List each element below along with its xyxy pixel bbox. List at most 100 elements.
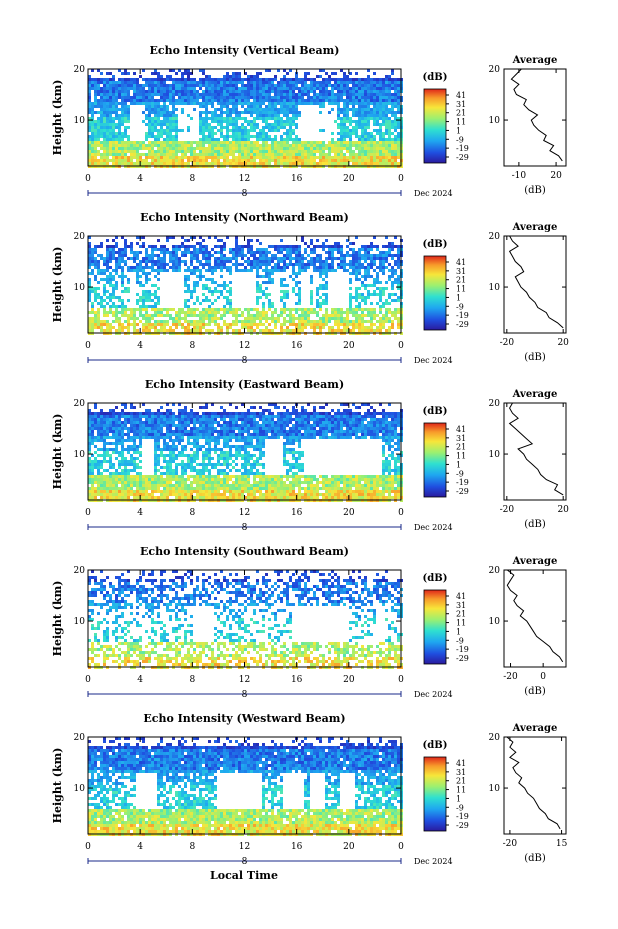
- day-label: 8: [242, 523, 248, 533]
- x-tick-label: 12: [239, 341, 250, 351]
- colorbar-tick-label: 31: [456, 267, 466, 276]
- y-tick-label: 10: [74, 283, 86, 293]
- profile-x-tick-label: -10: [512, 171, 527, 181]
- heatmap: [88, 236, 403, 335]
- date-label: Dec 2024: [414, 356, 453, 365]
- colorbar-tick-label: -19: [456, 144, 469, 153]
- date-label: Dec 2024: [414, 690, 453, 699]
- x-axis-label: Local Time: [210, 869, 278, 882]
- colorbar: [423, 88, 447, 164]
- colorbar-tick-label: 41: [456, 258, 466, 267]
- colorbar-tick-label: -19: [456, 812, 469, 821]
- colorbar-title: (dB): [423, 406, 448, 417]
- profile-frame: [503, 402, 567, 501]
- panel-title: Echo Intensity (Southward Beam): [140, 545, 349, 558]
- colorbar-tick-label: 1: [456, 460, 461, 469]
- colorbar-tick-label: 41: [456, 425, 466, 434]
- colorbar-tick-label: 31: [456, 434, 466, 443]
- x-tick-label: 8: [189, 508, 195, 518]
- colorbar-tick-label: 21: [456, 610, 466, 619]
- panel-5: Echo Intensity (Westward Beam)1020Height…: [51, 712, 568, 867]
- colorbar-tick-label: 11: [456, 452, 466, 461]
- x-tick-label: 0: [398, 842, 404, 852]
- x-tick-label: 12: [239, 508, 250, 518]
- colorbar: [423, 589, 447, 665]
- colorbar-tick-label: 31: [456, 601, 466, 610]
- profile-y-tick-label: 20: [489, 399, 501, 409]
- profile-line: [506, 736, 561, 830]
- x-tick-label: 8: [189, 675, 195, 685]
- x-tick-label: 0: [85, 842, 91, 852]
- colorbar-tick-label: 21: [456, 276, 466, 285]
- colorbar-tick-label: 1: [456, 627, 461, 636]
- colorbar: [423, 422, 447, 498]
- profile-frame: [503, 68, 567, 167]
- profile-frame: [503, 235, 567, 334]
- day-label: 8: [242, 356, 248, 366]
- y-axis-label: Height (km): [51, 247, 64, 323]
- colorbar: [423, 255, 447, 331]
- colorbar-tick-label: 31: [456, 100, 466, 109]
- y-axis-label: Height (km): [51, 80, 64, 156]
- panel-title: Echo Intensity (Northward Beam): [140, 211, 349, 224]
- colorbar-tick-label: -9: [456, 803, 464, 812]
- colorbar: [423, 756, 447, 832]
- profile-x-label: (dB): [524, 352, 546, 363]
- profile-line: [506, 569, 564, 663]
- y-axis-label: Height (km): [51, 581, 64, 657]
- profile-x-tick-label: 0: [540, 672, 546, 682]
- profile-y-tick-label: 20: [489, 232, 501, 242]
- colorbar-tick-label: 1: [456, 794, 461, 803]
- y-tick-label: 20: [74, 733, 86, 743]
- profile-y-tick-label: 10: [489, 283, 501, 293]
- x-tick-label: 16: [291, 675, 303, 685]
- y-tick-label: 20: [74, 65, 86, 75]
- profile-title: Average: [512, 222, 558, 233]
- y-axis-label: Height (km): [51, 414, 64, 490]
- colorbar-tick-label: 11: [456, 118, 466, 127]
- profile-x-tick-label: 15: [556, 839, 568, 849]
- x-tick-label: 16: [291, 508, 303, 518]
- profile-y-tick-label: 10: [489, 617, 501, 627]
- colorbar-tick-label: -29: [456, 320, 469, 329]
- x-tick-label: 20: [343, 174, 355, 184]
- profile-line: [508, 402, 564, 496]
- x-tick-label: 20: [343, 675, 355, 685]
- profile-title: Average: [512, 389, 558, 400]
- x-tick-label: 8: [189, 842, 195, 852]
- profile-x-label: (dB): [524, 853, 546, 864]
- profile-y-tick-label: 20: [489, 733, 501, 743]
- panel-3: Echo Intensity (Eastward Beam)1020Height…: [51, 378, 569, 533]
- heatmap: [88, 69, 403, 168]
- date-label: Dec 2024: [414, 189, 453, 198]
- profile-x-label: (dB): [524, 519, 546, 530]
- y-tick-label: 20: [74, 566, 86, 576]
- profile-x-tick-label: 20: [557, 505, 569, 515]
- colorbar-tick-label: 11: [456, 285, 466, 294]
- colorbar-title: (dB): [423, 740, 448, 751]
- colorbar-tick-label: 41: [456, 91, 466, 100]
- colorbar-tick-label: -9: [456, 636, 464, 645]
- profile-title: Average: [512, 55, 558, 66]
- colorbar-title: (dB): [423, 573, 448, 584]
- colorbar-tick-label: -9: [456, 302, 464, 311]
- colorbar-tick-label: 21: [456, 109, 466, 118]
- x-tick-label: 4: [137, 341, 143, 351]
- profile-y-tick-label: 20: [489, 65, 501, 75]
- x-tick-label: 12: [239, 174, 250, 184]
- colorbar-tick-label: -19: [456, 645, 469, 654]
- x-tick-label: 12: [239, 842, 250, 852]
- profile-x-tick-label: -20: [500, 505, 515, 515]
- day-label: 8: [242, 690, 248, 700]
- panel-4: Echo Intensity (Southward Beam)1020Heigh…: [51, 545, 567, 700]
- panel-title: Echo Intensity (Westward Beam): [143, 712, 345, 725]
- colorbar-tick-label: 21: [456, 443, 466, 452]
- profile-x-tick-label: -20: [500, 338, 515, 348]
- profile-line: [510, 68, 563, 162]
- profile-x-tick-label: -20: [503, 839, 518, 849]
- profile-y-tick-label: 10: [489, 116, 501, 126]
- y-tick-label: 20: [74, 399, 86, 409]
- profile-title: Average: [512, 723, 558, 734]
- x-tick-label: 8: [189, 174, 195, 184]
